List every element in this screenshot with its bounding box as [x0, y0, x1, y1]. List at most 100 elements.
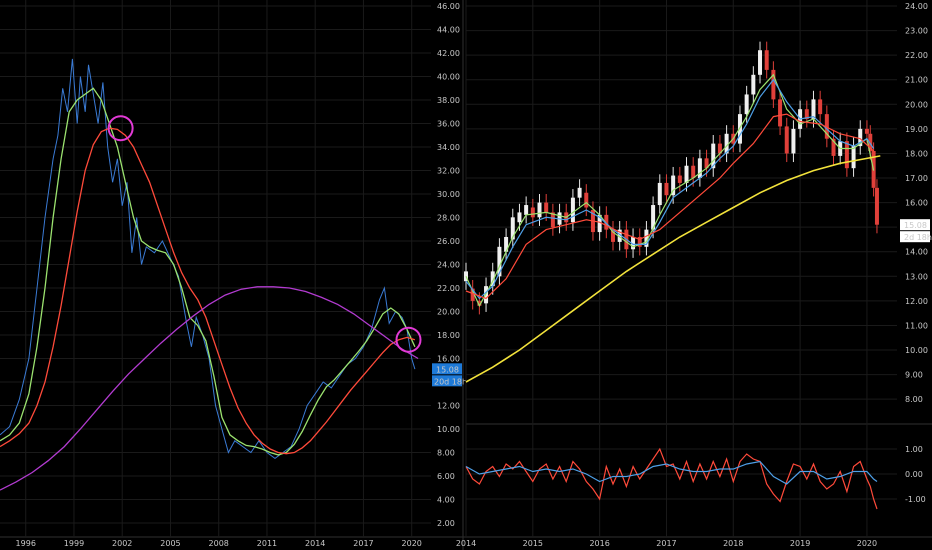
candle-body: [470, 288, 475, 301]
left-y-tick-label: 4.00: [437, 496, 455, 505]
candle-body: [851, 146, 856, 169]
right-x-tick-label: 2017: [656, 539, 676, 548]
left-y-tick-label: 46.00: [437, 2, 460, 11]
candle-body: [651, 205, 656, 230]
candle-body: [844, 141, 849, 169]
candle-body: [604, 214, 609, 230]
candle-body: [497, 246, 502, 277]
left-y-tick-label: 22.00: [437, 284, 460, 293]
left-y-tick-label: 32.00: [437, 167, 460, 176]
left-fast-ma-line: [0, 87, 416, 456]
candle-body: [617, 229, 622, 242]
left-y-tick-label: 20.00: [437, 308, 460, 317]
candle-body: [751, 74, 756, 95]
candle-body: [744, 94, 749, 115]
right-y-tick-label: 13.00: [905, 272, 928, 281]
candle-body: [637, 236, 642, 247]
left-x-tick-label: 2002: [112, 539, 132, 548]
left-x-tick-label: 1999: [64, 539, 84, 548]
left-y-tick-label: 28.00: [437, 214, 460, 223]
left-y-tick-label: 2.00: [437, 519, 455, 528]
left-countdown-label: 20d 18h: [434, 377, 467, 386]
left-last-price-label: 15.08: [436, 365, 459, 374]
right-mid-ma-line: [465, 78, 875, 300]
left-y-tick-label: 10.00: [437, 425, 460, 434]
candle-body: [811, 99, 816, 120]
left-x-tick-label: 2008: [209, 539, 229, 548]
candle-body: [784, 126, 789, 154]
left-y-tick-label: 6.00: [437, 472, 455, 481]
candle-body: [577, 187, 582, 198]
right-x-tick-label: 2014: [456, 539, 476, 548]
candle-body: [824, 114, 829, 139]
left-x-tick-label: 2020: [402, 539, 422, 548]
osc-y-tick-label: 0.00: [905, 470, 923, 479]
candle-body: [544, 202, 549, 213]
left-x-tick-label: 2005: [160, 539, 180, 548]
right-y-tick-label: 20.00: [905, 100, 928, 109]
right-y-tick-label: 19.00: [905, 125, 928, 134]
right-x-tick-label: 2019: [790, 539, 810, 548]
right-x-tick-label: 2015: [523, 539, 543, 548]
candle-body: [550, 212, 555, 228]
right-y-tick-label: 17.00: [905, 174, 928, 183]
candle-body: [764, 50, 769, 70]
candle-body: [831, 138, 836, 156]
candle-body: [631, 236, 636, 250]
right-slow-ma-line: [465, 113, 875, 300]
left-y-tick-label: 24.00: [437, 261, 460, 270]
candle-body: [664, 182, 669, 196]
highlight-circle: [395, 326, 422, 353]
left-countdown-tag: [432, 375, 462, 387]
left-long-ma-line: [0, 286, 419, 491]
candle-body: [868, 133, 873, 151]
left-y-tick-label: 44.00: [437, 26, 460, 35]
highlight-circle: [107, 115, 134, 142]
left-y-tick-label: 26.00: [437, 237, 460, 246]
candle-body: [697, 158, 702, 179]
candle-body: [771, 69, 776, 100]
osc-y-tick-label: -1.00: [905, 495, 926, 504]
right-x-tick-label: 2018: [723, 539, 743, 548]
left-x-tick-label: 1996: [16, 539, 36, 548]
candle-body: [818, 99, 823, 115]
candle-body: [570, 197, 575, 223]
candle-body: [874, 187, 879, 225]
right-y-tick-label: 10.00: [905, 346, 928, 355]
candle-body: [597, 214, 602, 233]
candle-body: [524, 205, 529, 215]
right-y-tick-label: 16.00: [905, 199, 928, 208]
left-y-tick-label: 34.00: [437, 143, 460, 152]
left-y-tick-label: 38.00: [437, 96, 460, 105]
left-x-tick-label: 2014: [305, 539, 325, 548]
candle-body: [717, 143, 722, 154]
right-y-tick-label: 9.00: [905, 371, 923, 380]
candle-body: [490, 271, 495, 287]
right-y-tick-label: 23.00: [905, 27, 928, 36]
left-y-tick-label: 16.00: [437, 355, 460, 364]
candle-body: [711, 143, 716, 169]
candle-body: [584, 192, 589, 208]
candle-body: [510, 217, 515, 240]
candle-body: [858, 128, 863, 147]
left-y-tick-label: 8.00: [437, 449, 455, 458]
left-y-tick-label: 30.00: [437, 190, 460, 199]
right-y-tick-label: 18.00: [905, 149, 928, 158]
right-x-tick-label: 2016: [589, 539, 609, 548]
right-countdown-tag: [900, 231, 930, 243]
left-x-tick-label: 2011: [257, 539, 277, 548]
candle-body: [677, 175, 682, 183]
left-y-tick-label: 42.00: [437, 49, 460, 58]
left-y-tick-label: 12.00: [437, 402, 460, 411]
right-last-price-label: 15.08: [904, 221, 927, 230]
right-last-price-tag: [900, 219, 930, 231]
candle-body: [804, 109, 809, 120]
right-x-tick-label: 2020: [857, 539, 877, 548]
candle-body: [864, 128, 869, 134]
candle-body: [644, 229, 649, 247]
right-y-tick-label: 8.00: [905, 395, 923, 404]
candle-body: [504, 236, 509, 252]
candle-body: [477, 300, 482, 306]
candle-body: [691, 165, 696, 179]
right-y-tick-label: 22.00: [905, 51, 928, 60]
